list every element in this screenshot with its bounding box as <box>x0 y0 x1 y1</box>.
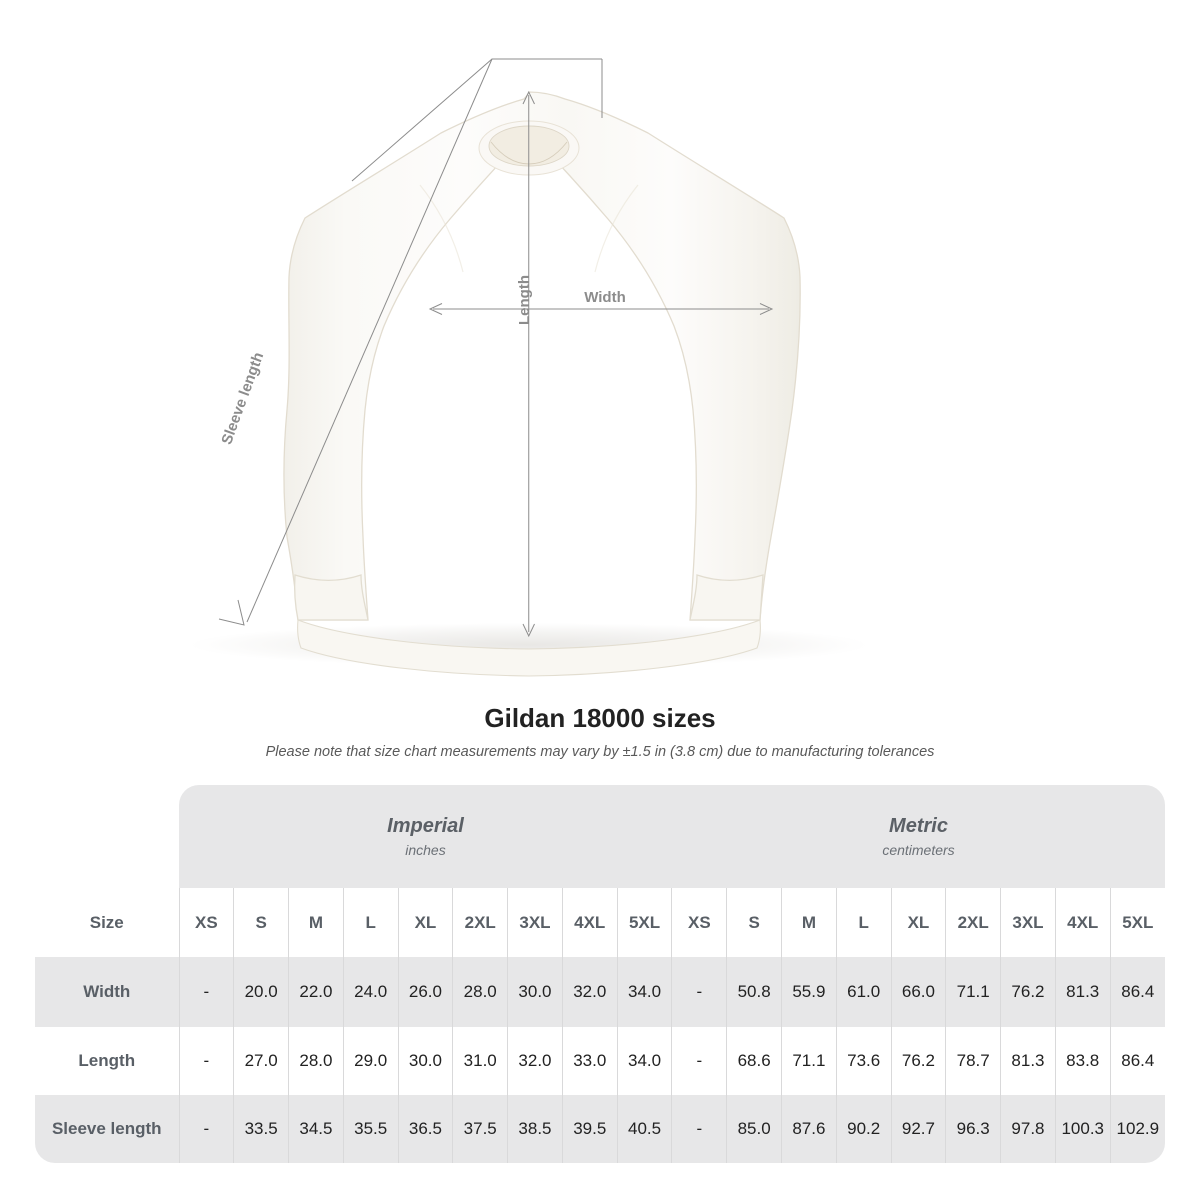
svg-text:Length: Length <box>516 275 533 325</box>
svg-text:Width: Width <box>584 289 626 306</box>
